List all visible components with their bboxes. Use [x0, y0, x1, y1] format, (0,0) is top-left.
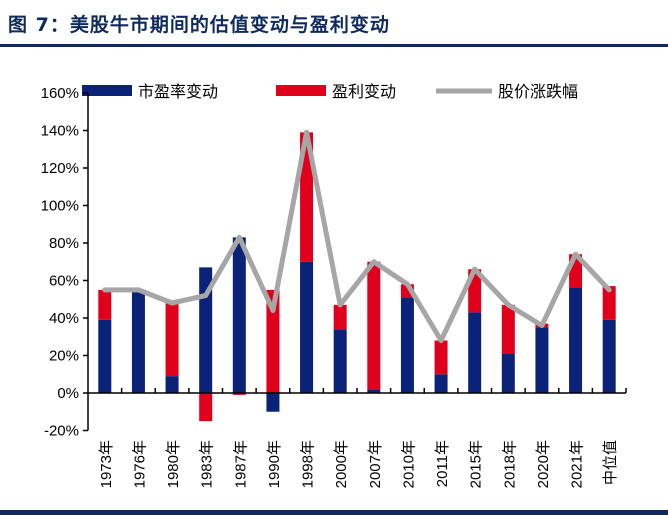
y-tick-label: 140% [41, 123, 79, 140]
bar-earnings [602, 286, 616, 320]
x-tick-label: 2000年 [333, 440, 350, 488]
x-tick-label: 2018年 [501, 440, 518, 488]
y-tick-label: 60% [49, 273, 79, 290]
legend-swatch-earnings [276, 85, 326, 96]
price-point [371, 259, 377, 265]
x-tick-label: 2007年 [367, 440, 384, 488]
bar-pe [300, 261, 314, 393]
price-point [304, 129, 310, 135]
bar-earnings [199, 393, 213, 422]
x-tick-label: 1973年 [98, 440, 115, 488]
price-point [270, 308, 276, 313]
bottom-divider [0, 510, 668, 515]
bar-earnings [232, 393, 246, 395]
legend-label-pe: 市盈率变动 [138, 82, 218, 101]
bar-pe [165, 376, 179, 393]
price-point [539, 323, 545, 328]
bar-earnings [367, 261, 381, 390]
bar-earnings [501, 304, 515, 354]
bar-pe [232, 237, 246, 393]
legend-label-price: 股价涨跌幅 [498, 82, 578, 101]
bars [98, 132, 616, 422]
bar-earnings [266, 289, 280, 393]
price-point [573, 251, 579, 257]
bar-pe [535, 327, 549, 393]
bar-pe [98, 319, 112, 393]
price-point [135, 287, 141, 293]
bar-earnings [333, 304, 347, 330]
x-tick-label: 1976年 [131, 440, 148, 488]
bar-pe [333, 329, 347, 393]
price-point [404, 281, 410, 287]
y-tick-label: 40% [49, 310, 79, 327]
y-tick-label: -20% [44, 423, 79, 440]
x-tick-label: 2015年 [468, 440, 485, 488]
bar-earnings [165, 303, 179, 377]
figure-title: 图 7：美股牛市期间的估值变动与盈利变动 [8, 14, 390, 36]
bar-earnings [434, 340, 448, 375]
title-divider [0, 44, 668, 47]
price-line [102, 129, 612, 343]
y-tick-label: 100% [41, 198, 79, 215]
price-point [102, 287, 108, 293]
price-point [505, 302, 511, 308]
bar-pe [501, 353, 515, 393]
legend: 市盈率变动 盈利变动 股价涨跌幅 [82, 82, 578, 101]
y-tick-label: 0% [57, 385, 79, 402]
y-tick-label: 120% [41, 160, 79, 177]
legend-label-earnings: 盈利变动 [332, 82, 396, 101]
price-point [169, 300, 175, 306]
price-point [606, 287, 612, 293]
bar-pe [400, 297, 414, 393]
x-tick-label: 2010年 [400, 440, 417, 488]
x-tick-label: 2020年 [535, 440, 552, 488]
x-tick-label: 2011年 [434, 440, 451, 487]
x-tick-label: 1998年 [300, 440, 317, 488]
price-point [203, 293, 209, 298]
price-point [472, 266, 478, 272]
x-tick-label: 1990年 [266, 440, 283, 488]
x-tick-label: 2021年 [569, 440, 586, 488]
bar-pe [468, 312, 482, 393]
x-axis: 1973年 1976年 1980年 1983年 1987年 1990年 1998年 2000年… [88, 388, 627, 488]
price-point [236, 234, 242, 240]
bar-pe [602, 319, 616, 393]
y-tick-label: 80% [49, 235, 79, 252]
x-tick-label: 1987年 [232, 440, 249, 488]
x-tick-label: 中位值 [602, 440, 619, 485]
price-point [337, 302, 343, 308]
price-line-path [104, 129, 612, 343]
bar-pe [367, 389, 381, 393]
x-tick-label: 1980年 [165, 440, 182, 488]
bar-earnings [98, 289, 112, 320]
bar-earnings [300, 132, 314, 262]
y-axis: -20% 0% 20% 40% 60% 80% 100% 120% 140% 160% [41, 85, 89, 440]
bar-pe [569, 288, 583, 393]
legend-swatch-pe [82, 85, 132, 96]
bar-pe [266, 393, 280, 412]
y-tick-label: 160% [41, 85, 79, 102]
bar-pe [131, 291, 145, 393]
bar-pe [434, 374, 448, 393]
price-point [438, 338, 444, 343]
y-tick-label: 20% [49, 348, 79, 365]
x-tick-label: 1983年 [199, 440, 216, 488]
